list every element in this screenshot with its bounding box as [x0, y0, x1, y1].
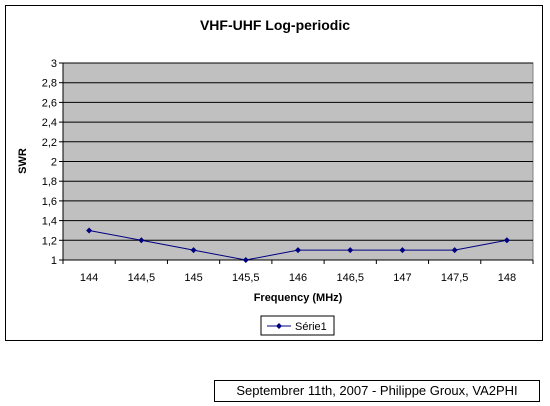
data-point — [347, 247, 354, 254]
x-tick-label: 144 — [80, 272, 98, 284]
y-tick-label: 2,6 — [42, 97, 57, 109]
x-axis-ticks: 144 144,5 145 145,5 146 146,5 147 147,5 148 — [62, 63, 534, 284]
legend-box — [260, 315, 335, 336]
caption-box: Septembrer 11th, 2007 - Philippe Groux, … — [214, 380, 540, 402]
y-axis-title: SWR — [17, 148, 29, 174]
data-point — [86, 227, 93, 234]
caption-text: Septembrer 11th, 2007 - Philippe Groux, … — [236, 383, 518, 398]
x-tick-label: 147 — [393, 272, 411, 284]
y-axis-ticks: 1 1,2 1,4 1,6 1,8 2 2,2 2,4 2,6 2,8 3 — [42, 58, 63, 267]
x-tick-label: 146 — [289, 272, 307, 284]
y-tick-label: 1 — [51, 255, 57, 267]
y-tick-label: 2,4 — [42, 117, 57, 129]
y-tick-label: 2 — [51, 157, 57, 169]
x-tick-label: 146,5 — [336, 272, 364, 284]
data-point — [399, 247, 406, 254]
x-tick-label: 147,5 — [441, 272, 469, 284]
data-point — [295, 247, 301, 254]
x-tick-label: 144,5 — [128, 272, 156, 284]
chart-title: VHF-UHF Log-periodic — [200, 17, 350, 33]
series-layer — [86, 227, 510, 263]
data-point — [242, 257, 249, 263]
x-tick-label: 145 — [184, 272, 202, 284]
y-tick-label: 1,8 — [42, 176, 57, 188]
data-point — [503, 237, 510, 244]
data-point — [190, 247, 197, 254]
y-tick-label: 1,4 — [42, 216, 57, 228]
legend-label: Série1 — [295, 321, 327, 333]
y-tick-label: 1,6 — [42, 196, 57, 208]
y-tick-label: 2,8 — [42, 78, 57, 90]
y-tick-label: 1,2 — [42, 235, 57, 247]
y-tick-label: 2,2 — [42, 137, 57, 149]
chart: VHF-UHF Log-periodic 1 1,2 1,4 1,6 1,8 2 2,2 2,… — [17, 17, 534, 336]
x-tick-label: 148 — [498, 272, 516, 284]
data-point — [451, 247, 458, 254]
legend: Série1 — [260, 315, 335, 336]
x-tick-label: 145,5 — [232, 272, 260, 284]
legend-marker-swatch — [276, 323, 282, 329]
x-axis-title: Frequency (MHz) — [254, 292, 343, 304]
y-tick-label: 3 — [51, 58, 57, 70]
chart-frame: VHF-UHF Log-periodic 1 1,2 1,4 1,6 1,8 2 2,2 2,… — [5, 5, 543, 341]
data-point — [138, 237, 145, 244]
